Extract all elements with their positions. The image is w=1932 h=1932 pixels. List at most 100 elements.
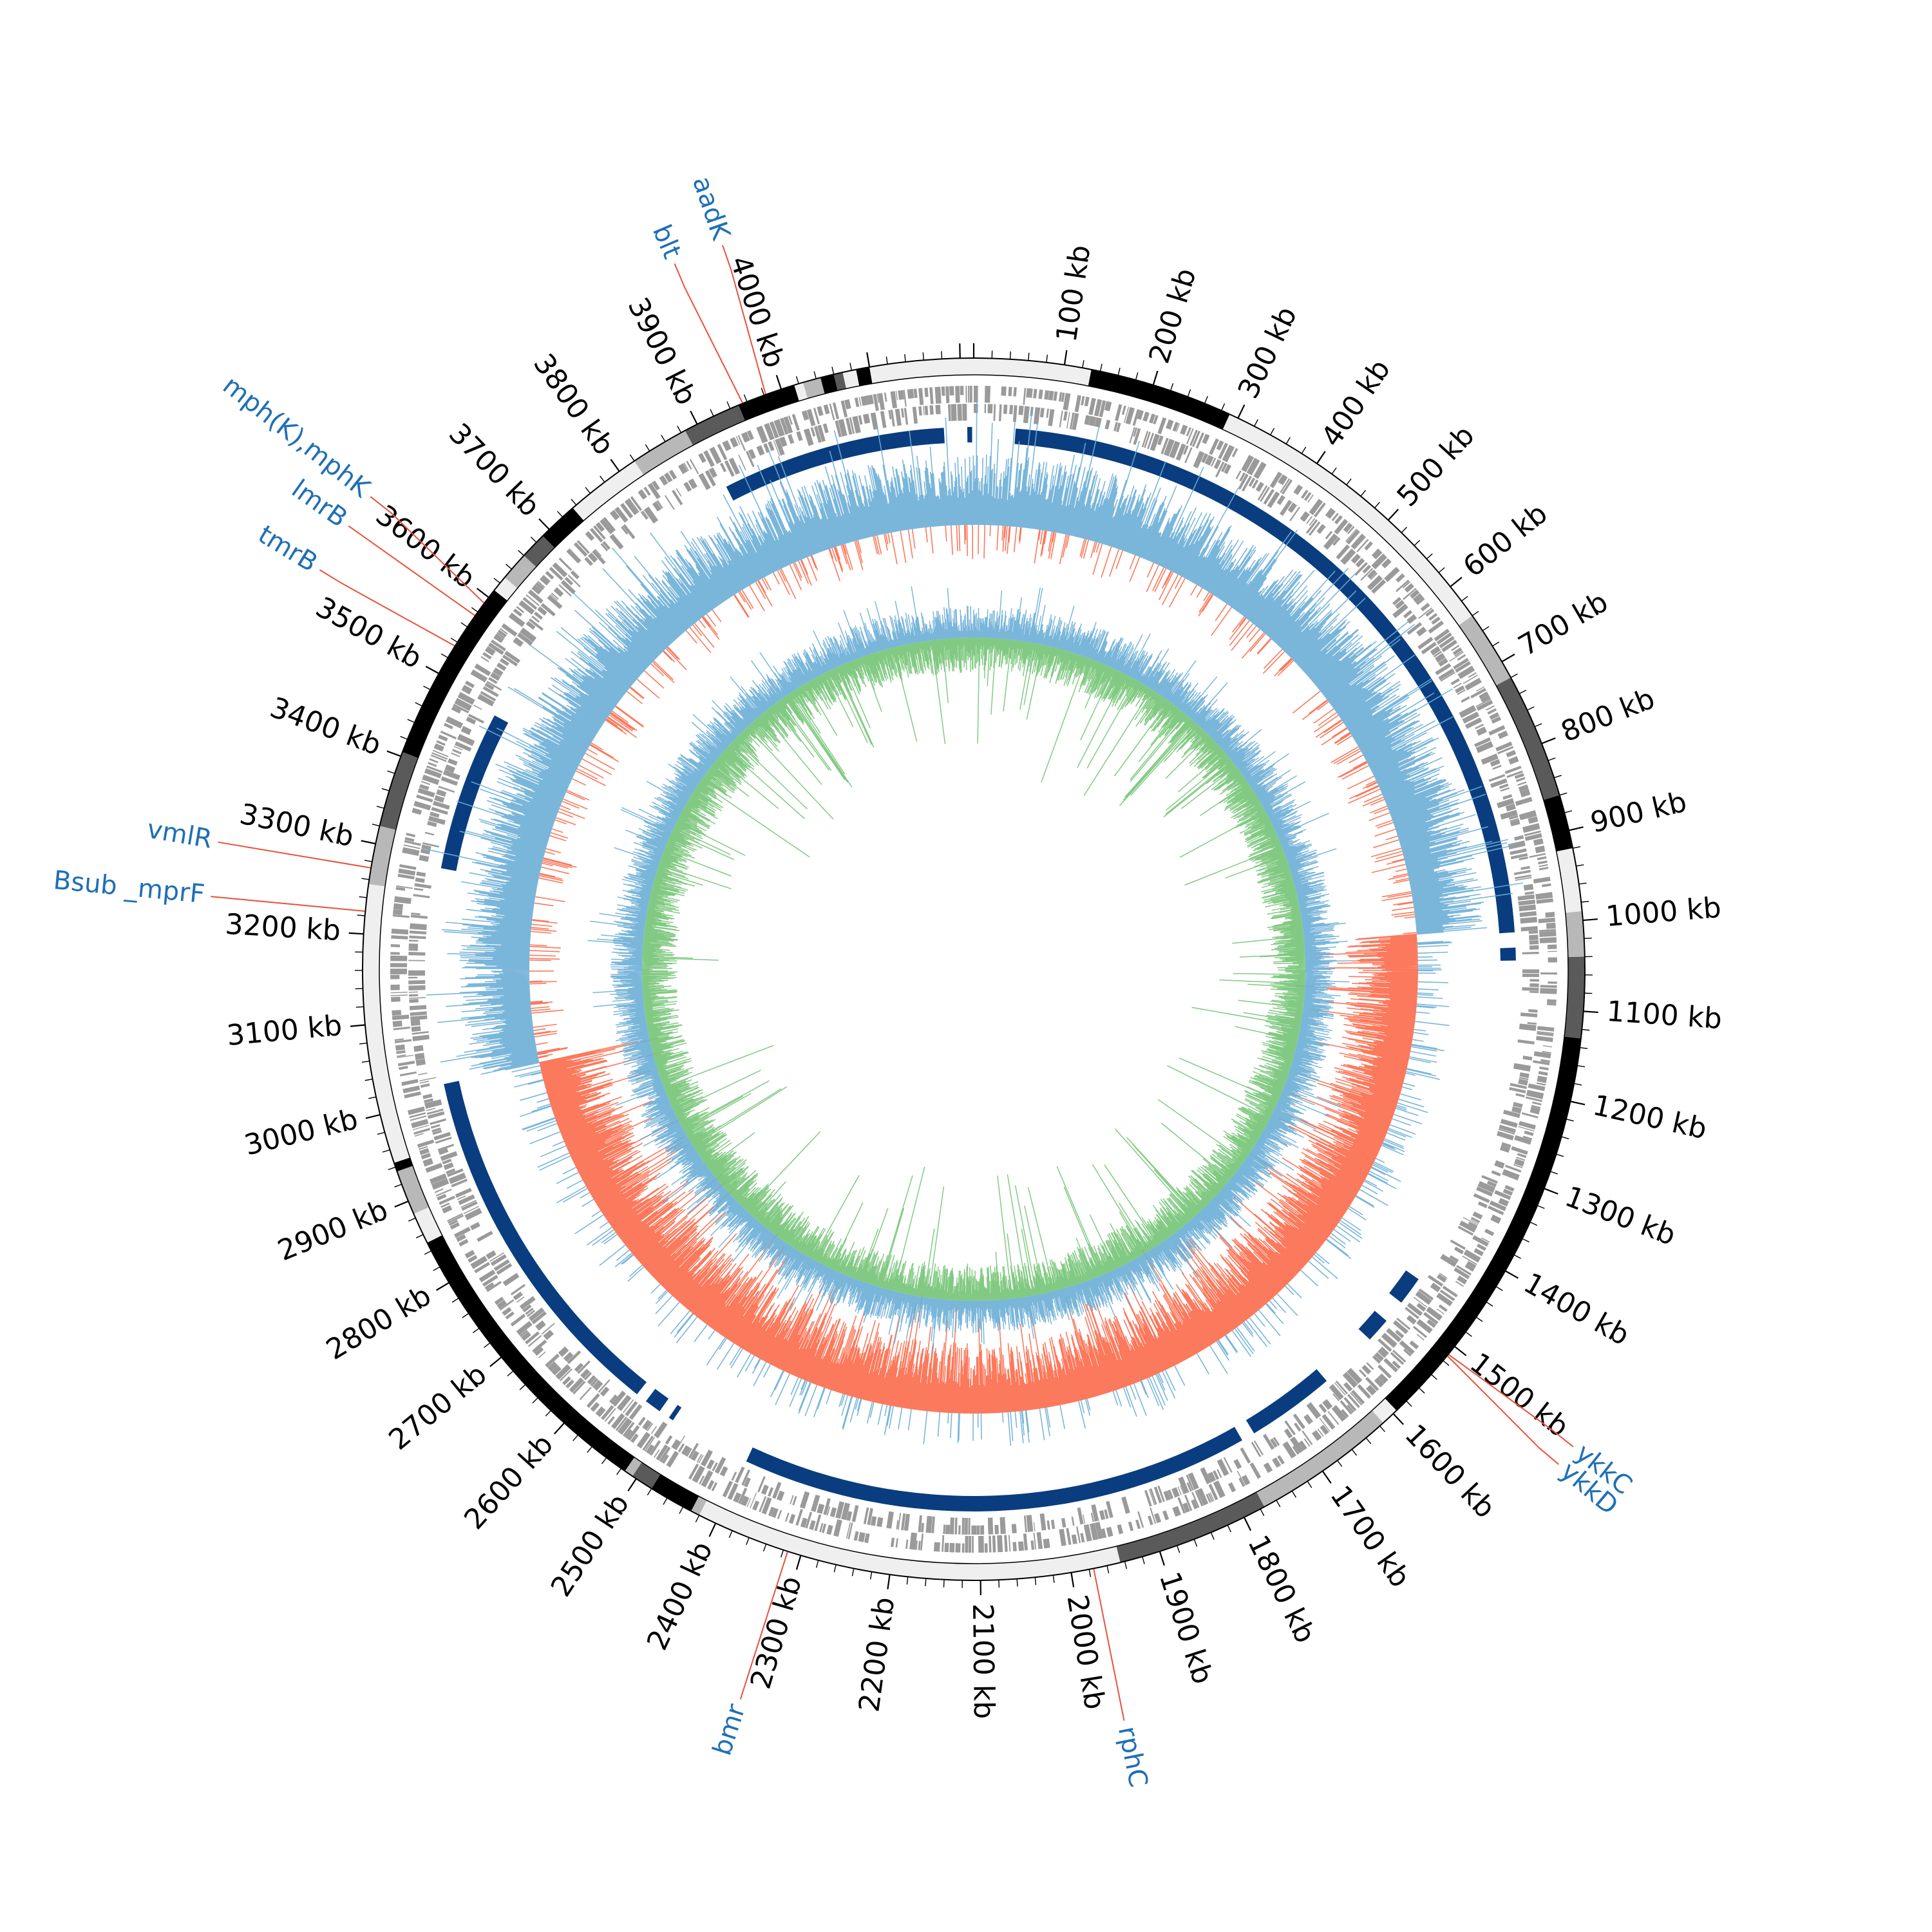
gc-skew-negative (529, 524, 1419, 1414)
feature-block (1184, 1494, 1193, 1511)
feature-block (912, 406, 918, 424)
feature-block (396, 885, 413, 889)
minor-tick (382, 1149, 390, 1153)
feature-block (589, 527, 603, 543)
feature-block (705, 469, 716, 487)
feature-block (642, 1435, 654, 1451)
feature-block (1536, 1082, 1546, 1086)
feature-block (698, 453, 706, 463)
feature-block (706, 1459, 715, 1470)
feature-block (1186, 1474, 1195, 1491)
feature-block (1334, 515, 1343, 525)
minor-tick (886, 356, 888, 365)
feature-block (1038, 389, 1043, 399)
feature-block (649, 1440, 661, 1456)
feature-block (473, 705, 482, 710)
feature-block (432, 800, 450, 810)
feature-block (980, 1525, 985, 1535)
feature-block (454, 741, 472, 752)
minor-tick (663, 1497, 668, 1505)
feature-block (402, 1085, 421, 1094)
feature-block (1167, 1490, 1174, 1500)
feature-block (1470, 1217, 1481, 1223)
feature-block (463, 1206, 479, 1215)
backbone-segment (1358, 1311, 1387, 1340)
feature-block (1157, 1485, 1165, 1502)
feature-block (1083, 1524, 1092, 1542)
feature-block (1488, 773, 1506, 782)
feature-block (1454, 1246, 1464, 1255)
feature-block (700, 1450, 713, 1467)
feature-block (698, 473, 711, 490)
feature-block (681, 1445, 691, 1456)
feature-block (1453, 658, 1469, 670)
feature-block (409, 1005, 427, 1010)
feature-block (1530, 1106, 1540, 1115)
feature-block (1177, 1486, 1182, 1495)
feature-block (1347, 1394, 1360, 1408)
feature-block (1403, 610, 1413, 619)
feature-block (1477, 728, 1487, 736)
feature-block (1180, 1485, 1184, 1495)
feature-block (425, 1162, 443, 1173)
feature-block (1018, 405, 1024, 415)
feature-block (1406, 614, 1417, 624)
feature-block (609, 509, 620, 521)
feature-block (636, 1432, 651, 1449)
feature-block (1012, 1542, 1017, 1551)
minor-tick (1475, 1316, 1483, 1322)
feature-block (538, 1351, 546, 1359)
feature-block (896, 1520, 899, 1530)
feature-block (1302, 1430, 1313, 1445)
feature-block (1514, 1158, 1525, 1167)
feature-block (851, 1504, 859, 1522)
major-tick (1504, 1270, 1519, 1279)
feature-block (1457, 654, 1466, 661)
feature-block (1343, 522, 1353, 533)
feature-block (547, 594, 563, 609)
feature-block (615, 1416, 628, 1432)
minor-tick (1285, 437, 1291, 444)
feature-block (436, 740, 446, 746)
feature-block (1476, 726, 1486, 733)
feature-block (1439, 1289, 1455, 1302)
feature-block (876, 393, 880, 403)
minor-tick (1548, 757, 1556, 761)
feature-block (1537, 1031, 1554, 1035)
feature-block (1452, 647, 1463, 656)
feature-block (1510, 853, 1528, 860)
tick-label: 3500 kb (310, 591, 428, 675)
feature-block (814, 1514, 822, 1531)
feature-block (478, 1269, 496, 1283)
feature-block (647, 1423, 654, 1432)
feature-block (1221, 462, 1227, 473)
feature-block (886, 1511, 894, 1529)
feature-block (1463, 674, 1478, 685)
feature-block (583, 1372, 592, 1381)
feature-block (1541, 883, 1551, 887)
feature-block (1175, 443, 1186, 461)
major-tick (365, 1113, 381, 1119)
feature-block (1497, 798, 1515, 809)
feature-block (870, 412, 878, 430)
feature-block (624, 498, 638, 515)
feature-block (867, 1508, 873, 1526)
minor-tick (1472, 611, 1479, 616)
feature-block (1235, 470, 1242, 480)
contig-block (573, 460, 644, 521)
feature-block (1506, 750, 1517, 758)
feature-block (1350, 1392, 1363, 1406)
feature-block (1331, 513, 1339, 522)
feature-block (848, 1522, 853, 1540)
feature-block (809, 1520, 816, 1531)
feature-block (1323, 533, 1338, 550)
feature-block (1428, 612, 1438, 621)
feature-block (712, 1462, 718, 1472)
feature-block (430, 1124, 440, 1129)
feature-block (419, 784, 430, 791)
feature-block (796, 431, 803, 441)
feature-block (823, 404, 830, 415)
feature-block (1026, 388, 1033, 398)
feature-block (1438, 668, 1455, 681)
feature-block (810, 427, 816, 437)
